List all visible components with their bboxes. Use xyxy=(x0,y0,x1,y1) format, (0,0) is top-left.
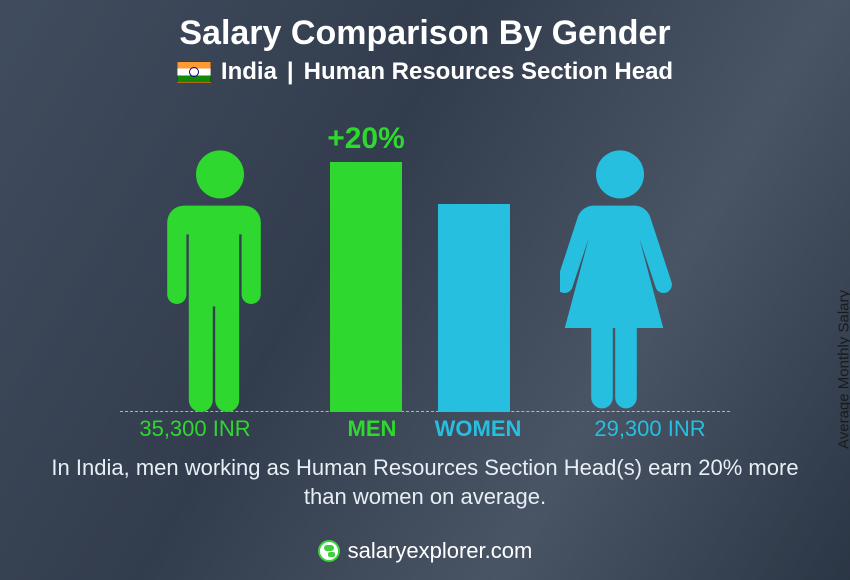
chart-caption: In India, men working as Human Resources… xyxy=(50,453,800,512)
men-salary-value: 35,300 INR xyxy=(120,416,270,442)
women-salary-value: 29,300 INR xyxy=(575,416,725,442)
subtitle-separator: | xyxy=(287,58,294,86)
globe-icon xyxy=(318,540,340,562)
chart-subtitle: India | Human Resources Section Head xyxy=(0,58,850,86)
footer-site: salaryexplorer.com xyxy=(348,538,533,564)
chart-title: Salary Comparison By Gender xyxy=(0,14,850,53)
footer: salaryexplorer.com xyxy=(0,538,850,564)
percentage-difference-label: +20% xyxy=(306,122,426,156)
female-person-icon xyxy=(560,148,680,412)
india-flag-icon xyxy=(177,61,211,83)
chart-area: +20% 35,300 INR MEN WOMEN 29,300 INR xyxy=(0,100,850,460)
infographic-canvas: Salary Comparison By Gender India | Huma… xyxy=(0,0,850,580)
men-bar xyxy=(330,162,402,412)
subtitle-country: India xyxy=(221,58,277,86)
male-icon-svg xyxy=(160,148,280,412)
subtitle-role: Human Resources Section Head xyxy=(304,58,673,86)
women-bar xyxy=(438,204,510,412)
women-label: WOMEN xyxy=(418,416,538,442)
female-icon-svg xyxy=(560,148,680,412)
male-person-icon xyxy=(160,148,280,412)
men-label: MEN xyxy=(312,416,432,442)
